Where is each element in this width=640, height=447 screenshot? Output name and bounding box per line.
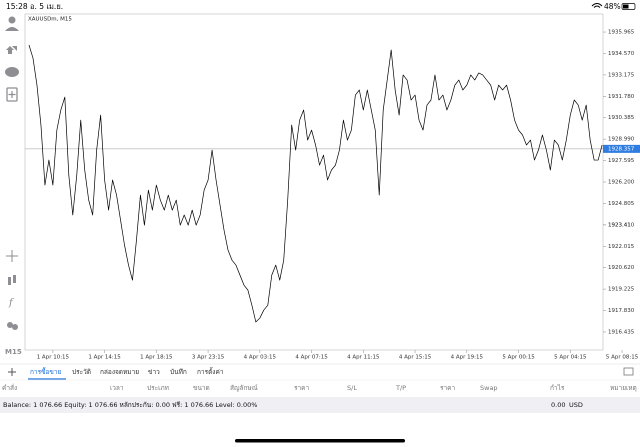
y-tick-label: 1916.435 (608, 329, 635, 335)
column-headers: คำสั่ง เวลา ประเภท ขนาด สัญลักษณ์ ราคา S/L T/P ร… (2, 383, 637, 392)
crosshair-icon[interactable] (6, 250, 18, 262)
chart: 1935.965 1934.570 1933.175 1931.780 1930.385… (25, 30, 640, 361)
candles-icon-2 (13, 275, 16, 283)
add-button[interactable] (8, 368, 16, 376)
column-header: T/P (395, 384, 406, 392)
timeframe[interactable]: M15 (5, 348, 22, 356)
chart-title: XAUUSDm, M15 (28, 17, 72, 23)
x-tick-label: 1 Apr 18:15 (140, 355, 173, 361)
column-header: คำสั่ง (2, 383, 17, 392)
account-row (0, 397, 640, 413)
status-date: อ. 5 เม.ย. (30, 2, 63, 11)
tabs: การซื้อขาย ประวัติ กล่องจดหมาย ข่าว บันทึก กา… (28, 367, 224, 380)
status-time: 15:28 (6, 2, 28, 11)
x-tick-label: 4 Apr 03:15 (244, 355, 277, 361)
current-price-label: 1928.357 (608, 146, 635, 152)
current-price-box (603, 144, 640, 153)
column-header: ราคา (294, 384, 309, 392)
trade-icon[interactable] (6, 46, 17, 54)
y-tick-label: 1919.225 (608, 287, 635, 293)
tab[interactable]: บันทึก (170, 368, 187, 376)
currency: USD (569, 401, 583, 409)
new-order-plus (8, 91, 16, 98)
tab[interactable]: การซื้อขาย (30, 367, 61, 376)
x-tick-label: 5 Apr 00:15 (502, 355, 535, 361)
column-header: หมายเหตุ (610, 384, 637, 392)
indicators-icon[interactable]: f (8, 298, 15, 309)
panel-toggle[interactable] (623, 367, 634, 376)
chat-icon[interactable] (5, 67, 19, 77)
column-header: กำไร (550, 384, 565, 392)
status-battery: 48% (604, 2, 621, 11)
battery-icon (621, 3, 636, 10)
y-tick-label: 1924.805 (608, 201, 635, 207)
x-tick-label: 4 Apr 19:15 (451, 355, 484, 361)
objects-icon[interactable] (7, 322, 13, 328)
account-icon-body (5, 27, 19, 31)
column-header: ขนาด (193, 384, 210, 392)
account-summary: Balance: 1 076.66 Equity: 1 076.66 หลักป… (3, 401, 257, 409)
x-tick-label: 3 Apr 23:15 (192, 355, 225, 361)
y-tick-label: 1926.200 (608, 180, 635, 186)
x-tick-label: 4 Apr 07:15 (295, 355, 328, 361)
column-header: เวลา (110, 384, 124, 392)
y-tick-label: 1935.965 (608, 30, 635, 36)
y-tick-label: 1928.990 (608, 137, 635, 143)
column-header: สัญลักษณ์ (230, 384, 258, 392)
y-tick-label: 1931.780 (608, 94, 635, 100)
x-tick-label: 5 Apr 04:15 (554, 355, 587, 361)
y-tick-label: 1930.385 (608, 115, 635, 121)
y-tick-label: 1927.595 (608, 158, 635, 164)
y-tick-label: 1923.410 (608, 222, 635, 228)
wifi-icon (591, 3, 603, 8)
y-tick-label: 1922.015 (608, 244, 635, 250)
tab[interactable]: ข่าว (148, 368, 160, 376)
tab[interactable]: กล่องจดหมาย (100, 368, 139, 376)
x-tick-label: 5 Apr 08:15 (606, 355, 639, 361)
y-tick-label: 1934.570 (608, 51, 635, 57)
x-tick-label: 4 Apr 11:15 (347, 355, 380, 361)
column-header: ประเภท (147, 384, 169, 392)
column-header: Swap (480, 384, 498, 392)
x-tick-label: 1 Apr 10:15 (37, 355, 70, 361)
y-tick-label: 1923.41 (608, 222, 631, 228)
column-header: ราคา (440, 384, 455, 392)
y-tick-label: 1920.620 (608, 265, 635, 271)
battery-level (623, 4, 629, 9)
tab[interactable]: การตั้งค่า (197, 367, 224, 376)
y-tick-label: 1933.175 (608, 72, 635, 78)
y-tick-label: 1917.830 (608, 308, 635, 314)
tab[interactable]: ประวัติ (72, 368, 91, 376)
price-line (28, 44, 603, 323)
new-order-icon[interactable] (6, 87, 18, 102)
x-tick-label: 1 Apr 14:15 (88, 355, 121, 361)
profit: 0.00 (551, 401, 565, 409)
objects-icon-2 (12, 324, 18, 330)
home-indicator (235, 439, 405, 443)
candles-icon[interactable] (8, 277, 11, 285)
column-header: S/L (347, 384, 357, 392)
account-icon[interactable] (8, 16, 16, 24)
x-tick-label: 4 Apr 15:15 (399, 355, 432, 361)
left-toolbar: f M15 (5, 16, 22, 356)
